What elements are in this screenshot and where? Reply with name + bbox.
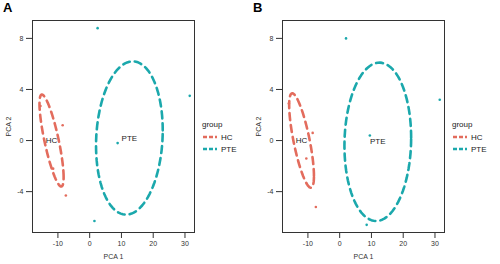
svg-text:0: 0 [20, 137, 24, 144]
svg-text:0: 0 [270, 137, 274, 144]
svg-text:HC: HC [296, 136, 308, 145]
svg-text:8: 8 [20, 35, 24, 42]
svg-text:8: 8 [270, 35, 274, 42]
svg-text:10: 10 [118, 240, 126, 247]
svg-text:10: 10 [368, 240, 376, 247]
svg-text:-10: -10 [303, 240, 313, 247]
svg-text:-10: -10 [53, 240, 63, 247]
svg-text:-4: -4 [267, 188, 273, 195]
svg-text:0: 0 [88, 240, 92, 247]
svg-text:PTE: PTE [122, 134, 138, 143]
html-text:B: B [253, 0, 263, 15]
html-text:group: group [202, 120, 223, 129]
html-text:A: A [3, 0, 13, 15]
svg-text:30: 30 [431, 240, 439, 247]
html-text:group: group [452, 120, 473, 129]
svg-text:4: 4 [270, 86, 274, 93]
svg-text:PTE: PTE [370, 137, 386, 146]
html-text:PTE: PTE [471, 144, 487, 154]
svg-text:20: 20 [149, 240, 157, 247]
html-text:PTE: PTE [221, 144, 237, 154]
svg-text:PCA 1: PCA 1 [354, 253, 374, 260]
html-text:HC: HC [221, 132, 233, 142]
svg-text:30: 30 [181, 240, 189, 247]
svg-text:HC: HC [46, 136, 58, 145]
svg-text:-4: -4 [17, 188, 23, 195]
html-text:HC: HC [471, 132, 483, 142]
svg-text:20: 20 [399, 240, 407, 247]
svg-text:PCA 2: PCA 2 [5, 116, 12, 136]
svg-text:4: 4 [20, 86, 24, 93]
svg-text:0: 0 [338, 240, 342, 247]
svg-text:PCA 1: PCA 1 [104, 253, 124, 260]
svg-text:PCA 2: PCA 2 [255, 116, 262, 136]
